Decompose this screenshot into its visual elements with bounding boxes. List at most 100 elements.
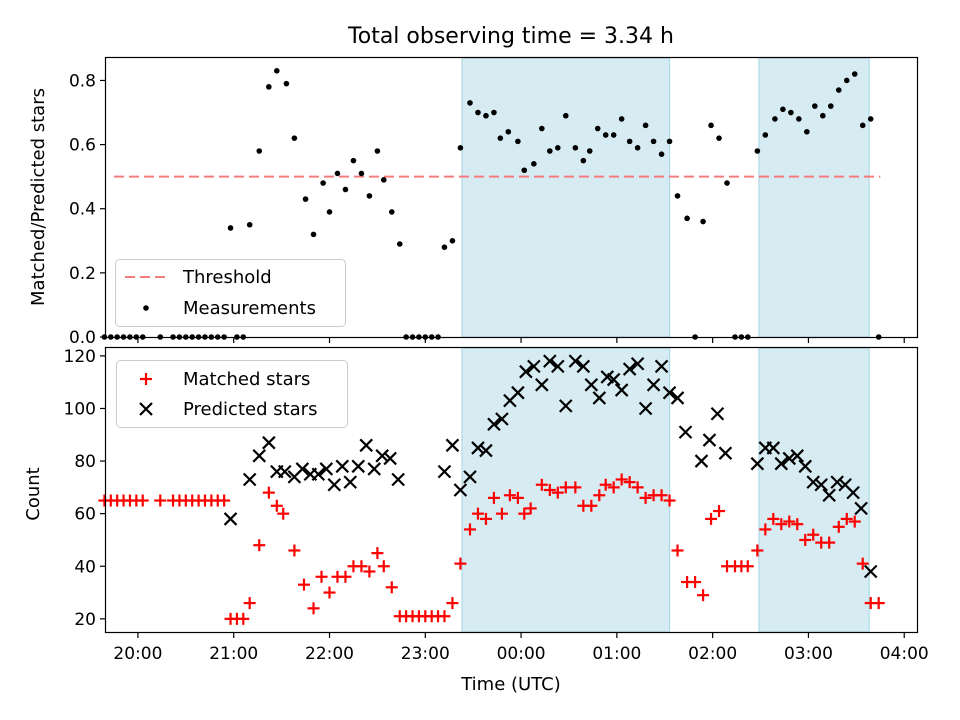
measurement-point bbox=[320, 180, 326, 186]
measurement-point bbox=[618, 116, 625, 122]
predicted-point bbox=[343, 475, 358, 489]
matched-point bbox=[705, 512, 718, 525]
matched-point bbox=[277, 507, 290, 520]
x-tick-label: 23:00 bbox=[401, 644, 450, 664]
measurement-point bbox=[562, 112, 569, 119]
predicted-point bbox=[351, 459, 366, 474]
measurement-point bbox=[708, 122, 714, 129]
legend-matched-swatch bbox=[140, 373, 152, 385]
matched-point bbox=[689, 576, 702, 589]
measurement-point bbox=[227, 225, 234, 231]
matched-point bbox=[363, 565, 376, 578]
matched-point bbox=[307, 602, 320, 615]
measurement-point bbox=[586, 148, 593, 154]
measurement-point bbox=[724, 180, 730, 186]
predicted-point bbox=[592, 391, 607, 405]
bottom-y-tick-label: 60 bbox=[74, 505, 96, 525]
matched-point bbox=[479, 512, 492, 525]
matched-point bbox=[339, 570, 352, 583]
predicted-point bbox=[798, 459, 813, 474]
bottom-legend-box bbox=[116, 360, 348, 428]
matched-point bbox=[543, 484, 556, 496]
matched-point bbox=[663, 494, 676, 507]
bottom-y-tick-label: 20 bbox=[74, 610, 96, 630]
measurement-point bbox=[283, 80, 290, 87]
measurement-point bbox=[827, 103, 834, 109]
predicted-point bbox=[335, 459, 350, 474]
matched-point bbox=[136, 494, 149, 507]
predicted-point bbox=[782, 451, 797, 466]
predicted-point bbox=[262, 435, 276, 450]
matched-point bbox=[569, 481, 582, 494]
measurement-point bbox=[326, 209, 333, 215]
measurement-point bbox=[302, 196, 309, 202]
predicted-point bbox=[463, 470, 477, 484]
predicted-point bbox=[223, 512, 238, 526]
predicted-point bbox=[568, 354, 583, 368]
measurement-point bbox=[366, 193, 373, 199]
measurement-point bbox=[780, 106, 786, 113]
matched-point bbox=[355, 560, 368, 573]
measurement-point bbox=[291, 135, 298, 141]
bottom-y-tick-label: 100 bbox=[64, 399, 96, 419]
predicted-point bbox=[694, 454, 709, 468]
matched-point bbox=[487, 491, 500, 504]
predicted-point bbox=[543, 354, 557, 368]
predicted-point bbox=[527, 359, 541, 374]
matched-point bbox=[615, 473, 628, 486]
matched-point bbox=[518, 507, 531, 520]
matched-point bbox=[671, 544, 684, 557]
measurement-point bbox=[350, 157, 357, 164]
matched-point bbox=[377, 560, 390, 573]
predicted-point bbox=[535, 378, 549, 392]
measurement-point bbox=[650, 138, 657, 145]
matched-point bbox=[607, 481, 620, 494]
measurement-point bbox=[642, 122, 649, 129]
predicted-point bbox=[367, 462, 381, 476]
predicted-point bbox=[278, 464, 292, 479]
matched-point bbox=[872, 597, 885, 610]
bottom-shaded-intervals bbox=[461, 347, 870, 633]
measurement-point bbox=[554, 144, 561, 151]
measurement-point bbox=[772, 116, 778, 122]
predicted-point bbox=[606, 372, 621, 387]
matched-point bbox=[446, 597, 459, 610]
shaded-interval bbox=[758, 57, 870, 338]
predicted-point bbox=[806, 475, 821, 489]
measurement-point bbox=[491, 109, 497, 116]
legend-predicted-label: Predicted stars bbox=[183, 399, 317, 420]
top-y-tick-label: 0.0 bbox=[69, 328, 96, 348]
measurement-point bbox=[380, 177, 387, 183]
matched-point bbox=[713, 505, 726, 518]
predicted-point bbox=[662, 385, 677, 400]
chart-title: Total observing time = 3.34 h bbox=[347, 24, 674, 49]
matched-point bbox=[253, 539, 266, 552]
predicted-point bbox=[822, 488, 836, 503]
matched-point bbox=[385, 581, 398, 594]
measurement-point bbox=[820, 112, 826, 119]
matched-point bbox=[631, 481, 644, 494]
measurement-point bbox=[441, 244, 448, 251]
measurement-point bbox=[547, 148, 553, 154]
matched-point bbox=[524, 502, 537, 515]
top-y-tick-label: 0.6 bbox=[69, 136, 96, 156]
matched-point bbox=[551, 486, 564, 499]
top-y-tick-label: 0.2 bbox=[69, 264, 96, 284]
matched-point bbox=[503, 489, 516, 502]
top-plot-frame bbox=[104, 56, 919, 339]
predicted-point bbox=[654, 359, 669, 374]
predicted-point bbox=[630, 356, 645, 371]
predicted-point bbox=[487, 417, 501, 432]
predicted-point bbox=[242, 472, 257, 487]
measurement-point bbox=[388, 209, 395, 215]
x-tick-label: 01:00 bbox=[592, 644, 641, 664]
matched-point bbox=[495, 507, 508, 520]
matched-point bbox=[751, 544, 764, 557]
predicted-point bbox=[678, 425, 693, 439]
x-tick-label: 20:00 bbox=[113, 644, 162, 664]
predicted-point bbox=[479, 443, 493, 458]
predicted-point bbox=[622, 362, 637, 376]
predicted-point bbox=[638, 401, 653, 416]
predicted-point bbox=[327, 477, 342, 492]
